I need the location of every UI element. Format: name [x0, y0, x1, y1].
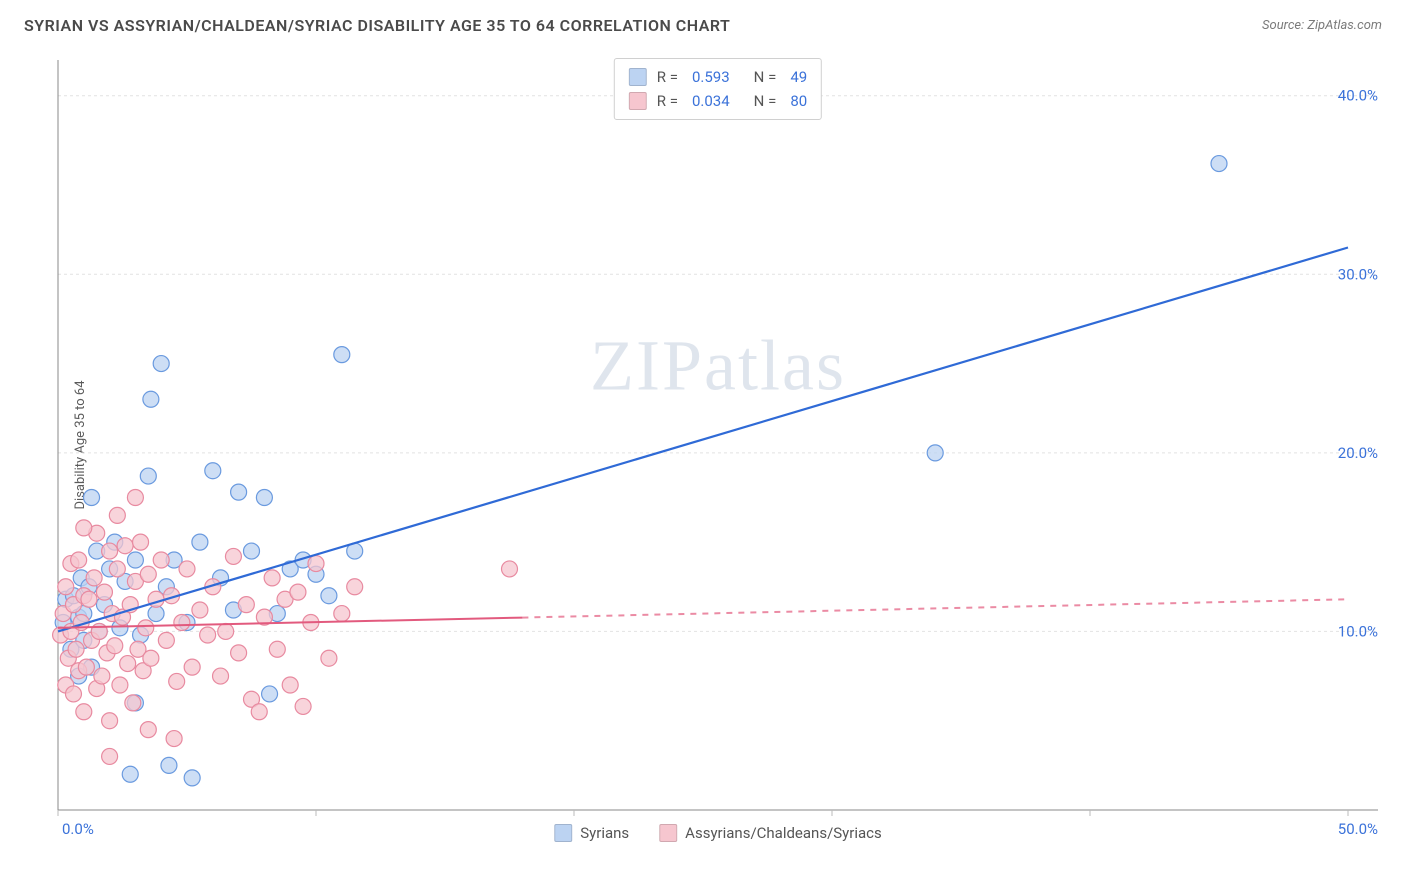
scatter-plot: 10.0% 20.0% 30.0% 40.0% 0.0% 50.0%	[48, 50, 1388, 840]
svg-text:40.0%: 40.0%	[1338, 87, 1378, 105]
svg-text:0.0%: 0.0%	[62, 820, 94, 838]
legend-correlation-row: R =0.593 N =49	[629, 65, 807, 89]
legend-series-item: Syrians	[554, 824, 629, 842]
svg-text:20.0%: 20.0%	[1338, 444, 1378, 462]
svg-text:30.0%: 30.0%	[1338, 265, 1378, 283]
svg-text:50.0%: 50.0%	[1338, 820, 1378, 838]
legend-correlation-row: R =0.034 N =80	[629, 89, 807, 113]
source-label: Source: ZipAtlas.com	[1262, 18, 1382, 33]
legend-correlation: R =0.593 N =49 R =0.034 N =80	[614, 58, 822, 120]
chart-area: Disability Age 35 to 64 10.0%20.0%30.0%4…	[48, 50, 1388, 840]
legend-series-item: Assyrians/Chaldeans/Syriacs	[659, 824, 882, 842]
legend-series: Syrians Assyrians/Chaldeans/Syriacs	[554, 824, 882, 842]
svg-text:10.0%: 10.0%	[1338, 622, 1378, 640]
chart-title: SYRIAN VS ASSYRIAN/CHALDEAN/SYRIAC DISAB…	[24, 16, 730, 35]
